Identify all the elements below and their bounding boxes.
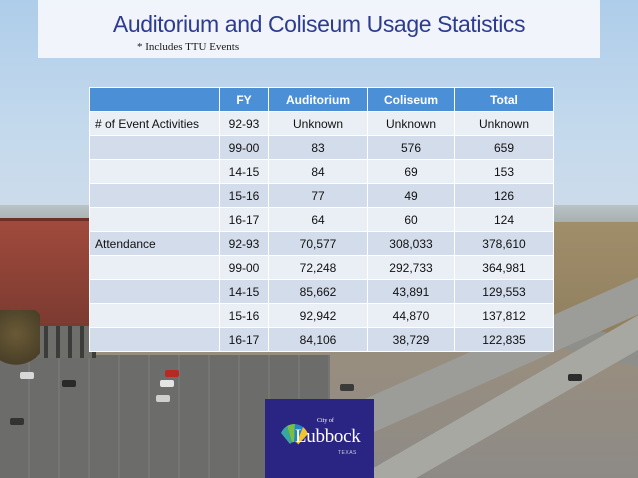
auditorium-cell: Unknown (268, 111, 368, 136)
coliseum-cell: 69 (367, 159, 455, 184)
car (156, 395, 170, 402)
row-label (89, 207, 220, 232)
title-banner: Auditorium and Coliseum Usage Statistics… (38, 0, 600, 58)
table-row: 15-16 77 49 126 (89, 183, 554, 208)
row-label: Attendance (89, 231, 220, 256)
row-label (89, 159, 220, 184)
car (160, 380, 174, 387)
table-row: 16-17 64 60 124 (89, 207, 554, 232)
fy-cell: 16-17 (219, 327, 269, 352)
logo-wordmark: Lubbock (295, 426, 361, 447)
total-cell: 122,835 (454, 327, 554, 352)
sunburst-icon (281, 423, 308, 451)
auditorium-cell: 84,106 (268, 327, 368, 352)
total-cell: 129,553 (454, 279, 554, 304)
row-label (89, 279, 220, 304)
coliseum-cell: 308,033 (367, 231, 455, 256)
coliseum-cell: 60 (367, 207, 455, 232)
total-cell: 364,981 (454, 255, 554, 280)
row-label: # of Event Activities (89, 111, 220, 136)
auditorium-cell: 83 (268, 135, 368, 160)
car (340, 384, 354, 391)
total-cell: 137,812 (454, 303, 554, 328)
auditorium-cell: 77 (268, 183, 368, 208)
row-label (89, 303, 220, 328)
coliseum-cell: 43,891 (367, 279, 455, 304)
logo-city-of: City of (317, 418, 334, 424)
fy-cell: 14-15 (219, 279, 269, 304)
logo-state: TEXAS (338, 450, 357, 456)
row-label (89, 255, 220, 280)
auditorium-cell: 85,662 (268, 279, 368, 304)
table-row: 14-15 84 69 153 (89, 159, 554, 184)
column-header-coliseum: Coliseum (367, 87, 455, 112)
table-row: Attendance 92-93 70,577 308,033 378,610 (89, 231, 554, 256)
total-cell: Unknown (454, 111, 554, 136)
total-cell: 124 (454, 207, 554, 232)
fy-cell: 14-15 (219, 159, 269, 184)
column-header-fy: FY (219, 87, 269, 112)
table-row: 16-17 84,106 38,729 122,835 (89, 327, 554, 352)
fy-cell: 16-17 (219, 207, 269, 232)
coliseum-cell: 49 (367, 183, 455, 208)
table-row: 99-00 83 576 659 (89, 135, 554, 160)
fy-cell: 15-16 (219, 183, 269, 208)
auditorium-cell: 70,577 (268, 231, 368, 256)
car (165, 370, 179, 377)
row-label (89, 327, 220, 352)
car (20, 372, 34, 379)
column-header-total: Total (454, 87, 554, 112)
fy-cell: 92-93 (219, 231, 269, 256)
fy-cell: 15-16 (219, 303, 269, 328)
coliseum-cell: 38,729 (367, 327, 455, 352)
auditorium-cell: 92,942 (268, 303, 368, 328)
total-cell: 378,610 (454, 231, 554, 256)
city-logo: City of Lubbock TEXAS (265, 399, 374, 478)
table-row: 15-16 92,942 44,870 137,812 (89, 303, 554, 328)
table-row: # of Event Activities 92-93 Unknown Unkn… (89, 111, 554, 136)
coliseum-cell: 44,870 (367, 303, 455, 328)
auditorium-cell: 64 (268, 207, 368, 232)
column-header-auditorium: Auditorium (268, 87, 368, 112)
total-cell: 153 (454, 159, 554, 184)
car (62, 380, 76, 387)
fy-cell: 92-93 (219, 111, 269, 136)
table-header-row: FY Auditorium Coliseum Total (89, 87, 554, 112)
coliseum-cell: Unknown (367, 111, 455, 136)
auditorium-cell: 72,248 (268, 255, 368, 280)
car (568, 374, 582, 381)
table-row: 14-15 85,662 43,891 129,553 (89, 279, 554, 304)
total-cell: 126 (454, 183, 554, 208)
total-cell: 659 (454, 135, 554, 160)
fy-cell: 99-00 (219, 255, 269, 280)
footnote: * Includes TTU Events (137, 41, 240, 53)
page-title: Auditorium and Coliseum Usage Statistics (112, 11, 526, 37)
usage-statistics-table: FY Auditorium Coliseum Total # of Event … (89, 87, 554, 352)
row-label (89, 183, 220, 208)
trees (0, 310, 40, 370)
car (10, 418, 24, 425)
auditorium-cell: 84 (268, 159, 368, 184)
column-header-label (89, 87, 220, 112)
coliseum-cell: 292,733 (367, 255, 455, 280)
fy-cell: 99-00 (219, 135, 269, 160)
coliseum-cell: 576 (367, 135, 455, 160)
row-label (89, 135, 220, 160)
table-row: 99-00 72,248 292,733 364,981 (89, 255, 554, 280)
